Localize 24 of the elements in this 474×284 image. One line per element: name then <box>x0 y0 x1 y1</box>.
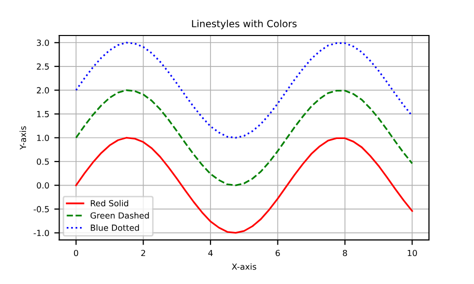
y-tick-label: -1.0 <box>34 230 49 236</box>
x-tick-label: 8 <box>342 250 348 256</box>
line-series <box>75 136 413 234</box>
x-axis-title: X-axis <box>232 263 256 270</box>
y-tick-label: 3.0 <box>36 40 49 46</box>
chart-title: Linestyles with Colors <box>192 20 297 30</box>
x-tick-label: 10 <box>408 250 417 256</box>
y-tick-label: -0.5 <box>34 206 49 212</box>
y-axis-title: Y-axis <box>20 126 26 150</box>
legend-label: Blue Dotted <box>90 224 139 231</box>
x-tick-label: 2 <box>141 250 146 256</box>
y-tick-label: 0.0 <box>36 182 49 189</box>
x-tick-label: 0 <box>74 250 78 256</box>
legend-label: Green Dashed <box>90 212 149 219</box>
y-tick-label: 0.5 <box>36 158 49 165</box>
line-series <box>75 42 413 139</box>
x-tick-label: 4 <box>208 250 213 256</box>
y-tick-label: 1.5 <box>37 111 49 118</box>
y-tick-label: 1.0 <box>37 134 49 142</box>
line-series <box>75 89 413 186</box>
y-tick-label: 2.0 <box>36 87 49 94</box>
legend-label: Red Solid <box>90 200 128 206</box>
y-tick-label: 2.5 <box>36 63 49 70</box>
x-tick-label: 6 <box>276 250 280 256</box>
